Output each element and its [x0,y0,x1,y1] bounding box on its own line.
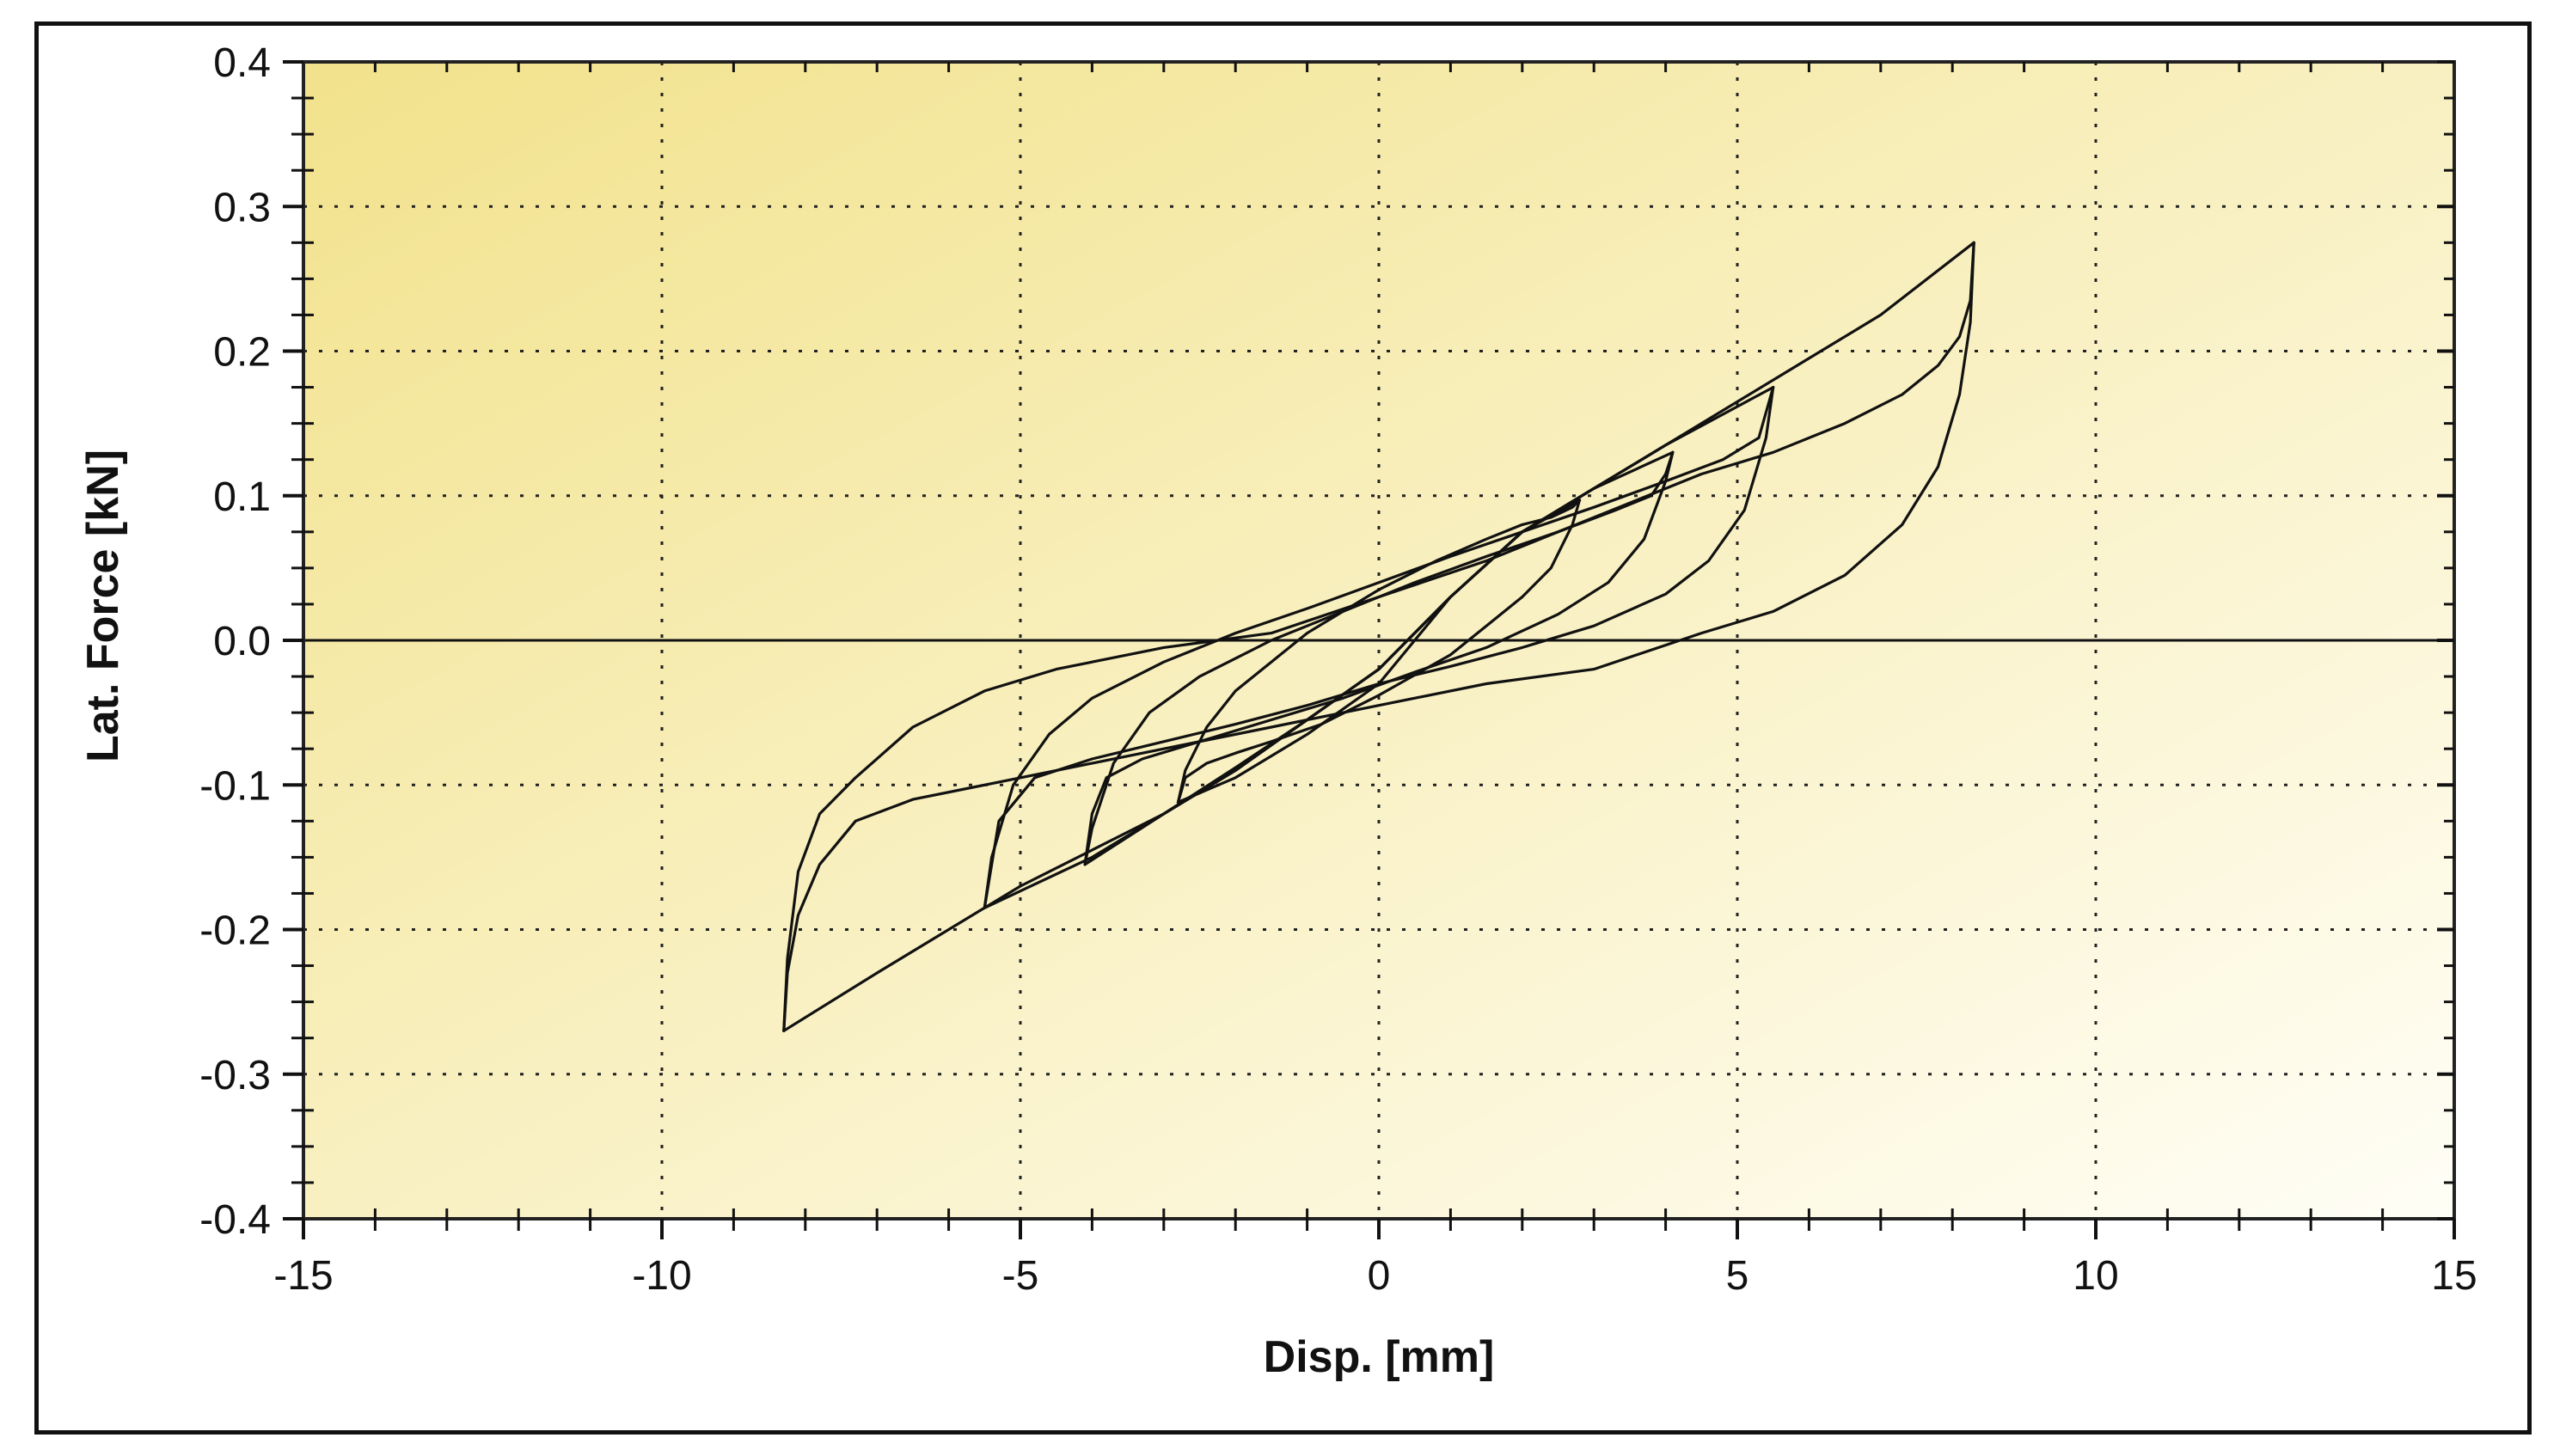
series-line-cycle-3-reload [983,386,1775,909]
x-tick-label: 10 [2073,1253,2118,1299]
y-tick-label: -0.3 [199,1053,271,1098]
x-tick-label: 5 [1726,1253,1749,1299]
series-line-cycle-4-reload [782,241,1975,1032]
x-axis-title: Disp. [mm] [1264,1332,1495,1382]
series-line-cycle-4-lower [782,241,1975,1032]
y-tick-label: 0.2 [213,330,271,376]
ticks: -15 -10 -5 0 5 10 15 0.4 0.3 0.2 0.1 0.0 -0.1 -0.2 -0.… [199,40,2477,1299]
x-tick-label: -5 [1002,1253,1039,1299]
hysteresis-chart: -15 -10 -5 0 5 10 15 0.4 0.3 0.2 0.1 0.0 -0.1 -0.2 -0.… [78,40,2477,1382]
series-line-cycle-4-upper [782,241,1975,1032]
series-line-cycle-1-lower [1176,499,1582,804]
y-tick-label: 0.1 [213,474,271,520]
x-tick-label: 15 [2431,1253,2477,1299]
y-axis-title: Lat. Force [kN] [78,450,128,762]
series-group [782,241,1975,1032]
y-tick-label: -0.2 [199,908,271,954]
grid [303,62,2454,1219]
y-tick-label: 0.4 [213,40,271,86]
x-tick-label: -15 [273,1253,333,1299]
x-tick-label: -10 [632,1253,691,1299]
y-tick-label: -0.1 [199,763,271,809]
series-line-cycle-1-reload [1176,499,1582,804]
y-tick-label: 0.3 [213,185,271,230]
x-tick-label: 0 [1368,1253,1391,1299]
y-tick-label: 0.0 [213,619,271,664]
y-tick-label: -0.4 [199,1197,271,1243]
chart-frame: -15 -10 -5 0 5 10 15 0.4 0.3 0.2 0.1 0.0 -0.1 -0.2 -0.… [34,21,2532,1435]
